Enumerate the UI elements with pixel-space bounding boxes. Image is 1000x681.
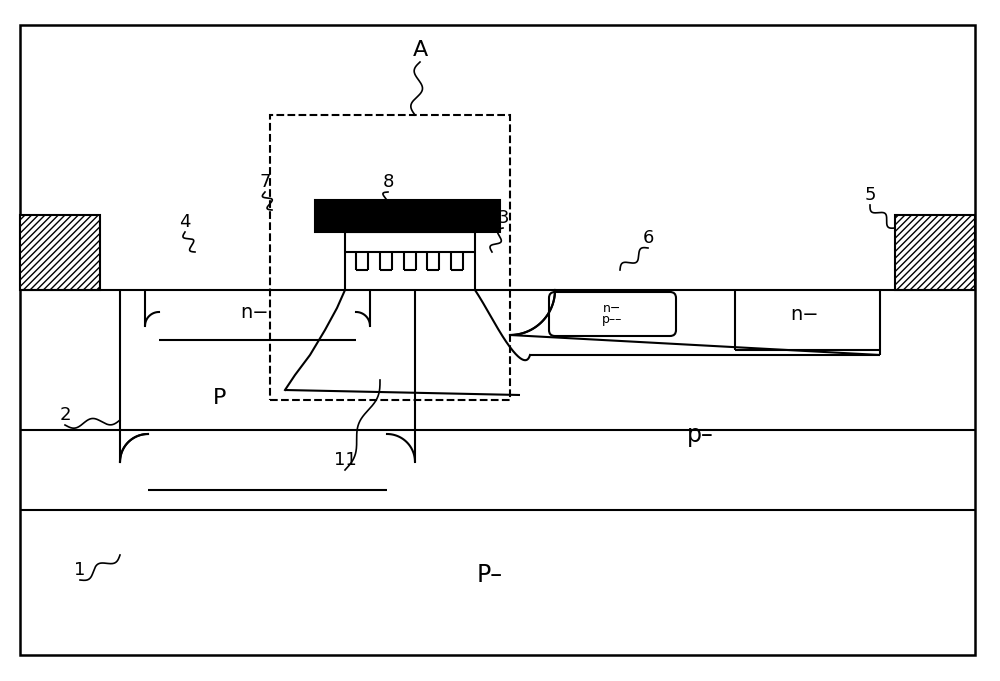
Bar [270, 115, 510, 400]
Text: P–: P– [477, 563, 503, 587]
Text: p–: p– [687, 423, 713, 447]
Text: 5: 5 [864, 186, 876, 204]
Text: n−: n− [603, 302, 621, 315]
Text: n−: n− [791, 306, 819, 325]
Bar [20, 215, 100, 290]
Text: 3: 3 [497, 209, 509, 227]
FancyBboxPatch shape [549, 292, 676, 336]
Text: 8: 8 [382, 173, 394, 191]
Bar [895, 215, 975, 290]
Text: 4: 4 [179, 213, 191, 231]
Text: 6: 6 [642, 229, 654, 247]
Text: n−: n− [241, 304, 269, 323]
Text: 11: 11 [334, 451, 356, 469]
Text: A: A [412, 40, 428, 60]
Text: p––: p–– [602, 313, 622, 326]
Text: 1: 1 [74, 561, 86, 579]
Text: P: P [213, 388, 227, 408]
Bar [315, 200, 500, 232]
Text: 7: 7 [259, 173, 271, 191]
Text: 2: 2 [59, 406, 71, 424]
